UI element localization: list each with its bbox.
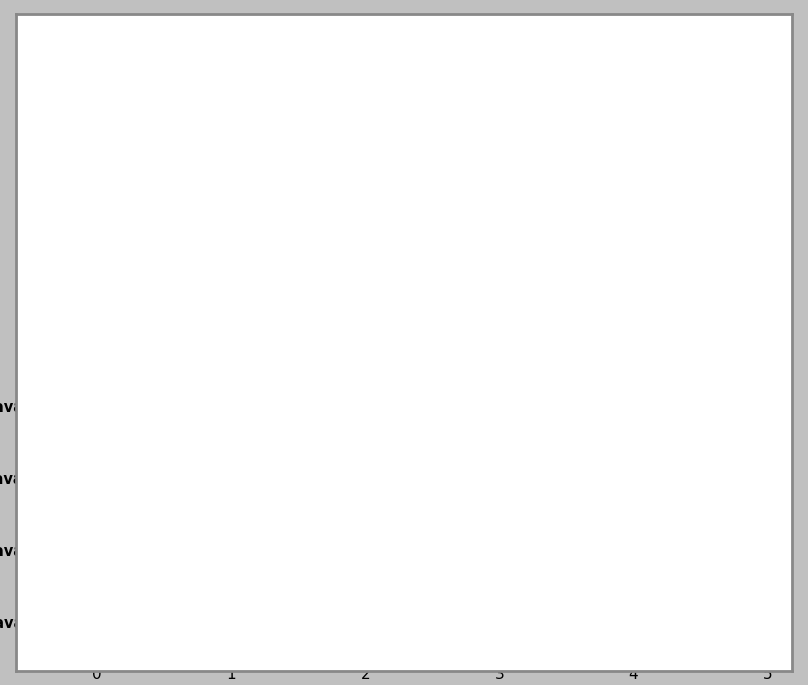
Text: 4,1: 4,1	[656, 397, 686, 415]
Text: 2,0: 2,0	[375, 469, 404, 487]
Text: 2,0: 2,0	[334, 203, 364, 221]
Bar	[461, 136, 570, 342]
Bar	[97, 595, 687, 649]
Bar	[97, 379, 647, 433]
Text: a: a	[30, 12, 53, 47]
Text: 4,4: 4,4	[669, 61, 699, 79]
Text: 3,5: 3,5	[576, 540, 605, 559]
Bar	[294, 225, 403, 342]
Bar	[97, 451, 365, 505]
Bar	[629, 84, 739, 342]
Y-axis label: Y: Y	[44, 186, 57, 204]
Text: 4,4: 4,4	[696, 612, 726, 631]
Text: b: b	[30, 336, 55, 369]
Bar	[97, 523, 566, 577]
Bar	[126, 101, 235, 342]
Text: 4,1: 4,1	[166, 79, 196, 97]
Text: 3,5: 3,5	[501, 114, 531, 132]
